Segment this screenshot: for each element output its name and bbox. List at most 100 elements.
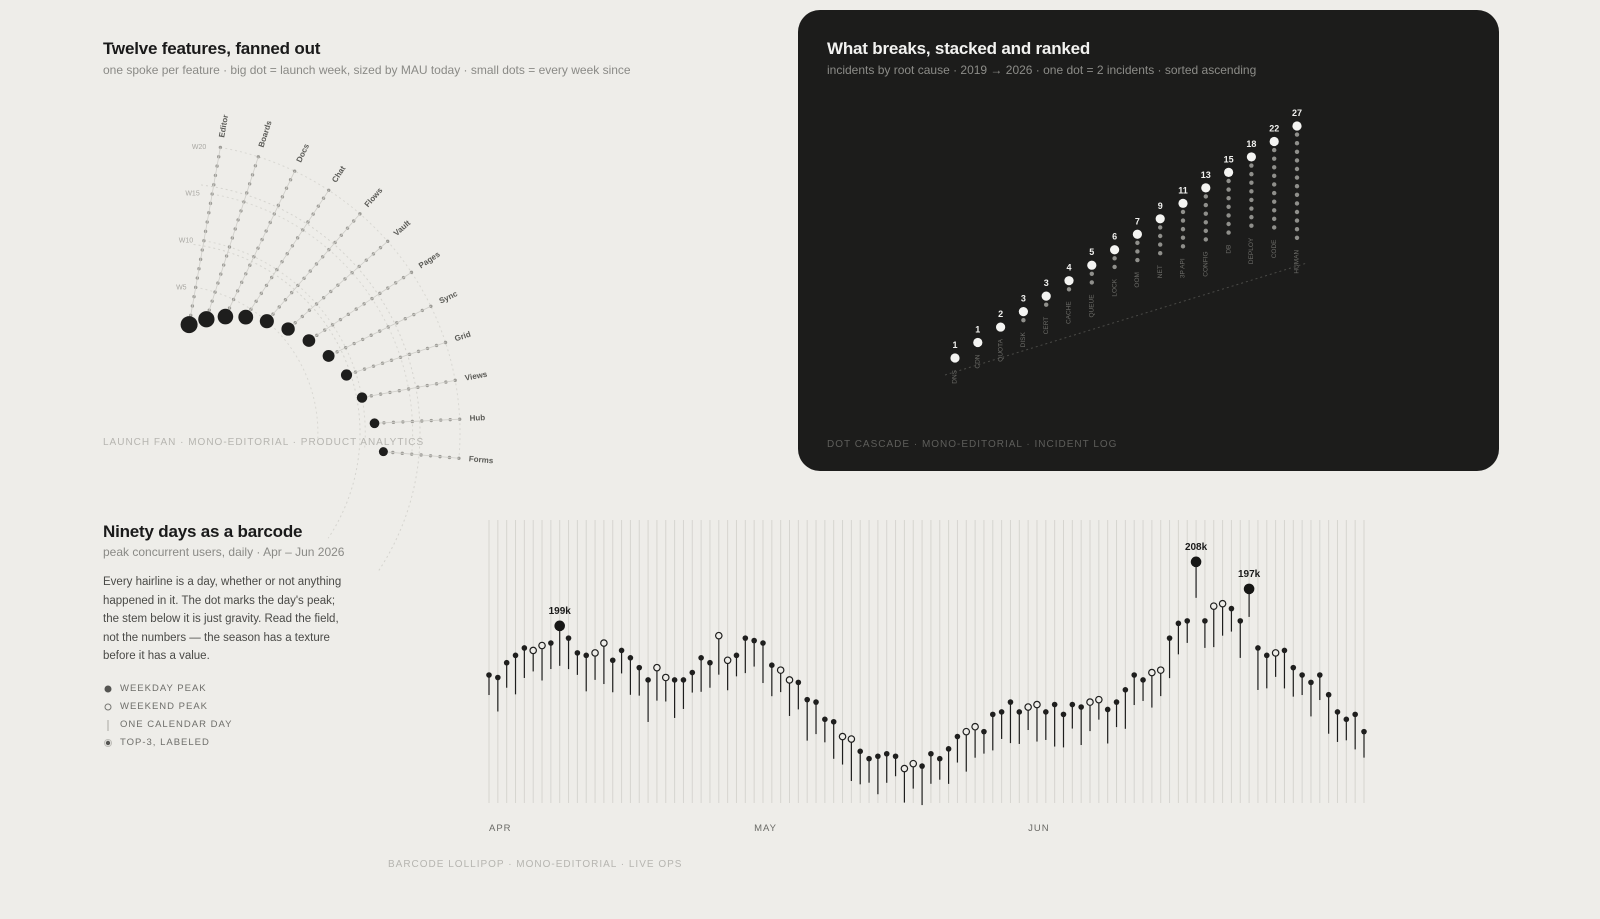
barcode-footer: BARCODE LOLLIPOP · MONO-EDITORIAL · LIVE… (388, 859, 683, 870)
incident-dot (1272, 173, 1277, 179)
incident-dot (1249, 214, 1254, 220)
weekday-dot (671, 677, 678, 683)
cascade-value-label: 27 (1292, 108, 1302, 118)
cascade-category-label: QUEUE (1089, 294, 1096, 318)
weekend-dot (1148, 668, 1156, 677)
weekday-dot (689, 669, 696, 676)
weekday-dot (804, 696, 810, 703)
fan-subtitle: one spoke per feature · big dot = launch… (103, 63, 631, 77)
incident-dot (1158, 251, 1163, 256)
ringed-dot-icon (104, 739, 112, 747)
cascade-value-label: 3 (1044, 278, 1049, 288)
barcode-title: Ninety days as a barcode (103, 522, 303, 541)
weekday-dot (883, 750, 890, 757)
incident-dot (1066, 287, 1072, 292)
weekday-dot (813, 699, 819, 705)
incident-dot (1226, 178, 1231, 184)
cascade-category-label: DB (1225, 245, 1232, 254)
top3-label: 197k (1238, 569, 1261, 580)
incident-dot (1294, 192, 1300, 197)
cascade-value-label: 11 (1178, 185, 1188, 195)
weekday-dot (1113, 699, 1120, 705)
incident-dot (1203, 194, 1208, 199)
cascade-value-label: 15 (1224, 154, 1234, 164)
cascade-value-label: 18 (1246, 139, 1256, 149)
incident-dot (1249, 180, 1254, 185)
cascade-category-label: CODE (1271, 239, 1278, 258)
week-label: W15 (185, 191, 200, 198)
fan-chart: W20 W15 W10 W5 Editor Boards Docs Chat Flows Vaul… (176, 114, 494, 572)
weekday-dot (1007, 699, 1014, 705)
weekday-dot (1325, 691, 1332, 698)
cascade-value-label: 7 (1135, 216, 1140, 226)
weekday-dot (1060, 711, 1067, 718)
incident-dot (1294, 158, 1300, 163)
weekday-dot (1166, 635, 1173, 641)
launch-dot (281, 322, 295, 336)
weekend-dot (1156, 666, 1165, 674)
incident-dot (1135, 240, 1140, 246)
weekday-dot (733, 652, 740, 659)
weekday-dot (1104, 706, 1111, 713)
feature-label: Hub (469, 413, 485, 423)
cascade-head-dot (1201, 183, 1211, 193)
incident-dot (1249, 163, 1254, 168)
launch-dot (180, 316, 198, 334)
incident-dot (1158, 233, 1163, 239)
weekday-dot (1175, 620, 1182, 627)
cascade-head-dot (1246, 152, 1256, 162)
weekend-dot (1086, 698, 1094, 706)
cascade-title: What breaks, stacked and ranked (827, 39, 1091, 58)
weekday-dot (866, 755, 872, 762)
weekday-dot (892, 753, 899, 760)
incident-dot (1226, 213, 1231, 218)
incident-dot (1272, 199, 1277, 204)
cascade-category-label: 3P API (1180, 258, 1187, 278)
incident-dot (1294, 201, 1300, 206)
weekday-dot (548, 640, 554, 646)
week-ring (212, 193, 414, 455)
feature-label: Flows (363, 186, 385, 209)
incident-dot (1294, 132, 1300, 137)
week-ring (203, 240, 366, 451)
weekend-dot (785, 676, 794, 684)
weekday-dot (521, 645, 528, 651)
spoke-line (245, 190, 330, 318)
cascade-footer: DOT CASCADE · MONO-EDITORIAL · INCIDENT … (827, 439, 1118, 450)
weekday-dot (936, 755, 943, 762)
incident-dot (1203, 228, 1208, 234)
weekday-dot (1184, 618, 1191, 624)
incident-dot (1203, 211, 1208, 216)
incident-dot (1180, 226, 1186, 232)
weekend-dot (1271, 649, 1280, 657)
incident-dot (1089, 280, 1094, 285)
month-label: APR (489, 823, 512, 834)
weekday-dot (495, 674, 501, 681)
spoke-line (188, 147, 221, 325)
weekend-dot (1209, 602, 1218, 610)
weekday-dot (512, 652, 519, 659)
incident-dot (1180, 235, 1186, 240)
weekday-dot (1290, 664, 1297, 671)
top3-label: 199k (549, 606, 572, 617)
week-ring (220, 146, 461, 459)
launch-dot (356, 392, 368, 403)
cascade-head-dot (1178, 198, 1188, 208)
launch-fan-panel: Twelve features, fanned out one spoke pe… (0, 0, 780, 572)
incident-dot (1272, 216, 1277, 222)
incident-dot (1272, 208, 1277, 213)
cascade-head-dot (973, 337, 983, 348)
incident-dot (1272, 190, 1277, 196)
incident-dot (1158, 242, 1163, 247)
weekday-dot (503, 659, 510, 666)
cascade-head-dot (1132, 229, 1142, 239)
incident-dot (1180, 218, 1186, 223)
cascade-value-label: 2 (998, 309, 1003, 319)
weekday-dot (1228, 605, 1235, 612)
feature-label: Grid (453, 330, 472, 344)
weekday-dot (1343, 716, 1350, 723)
barcode-description: Every hairline is a day, whether or not … (103, 576, 342, 662)
weekend-dot (591, 649, 599, 657)
incident-dot (1294, 141, 1300, 146)
barcode-chart: 199k 208k 197k APR MAY JUN (486, 520, 1367, 834)
